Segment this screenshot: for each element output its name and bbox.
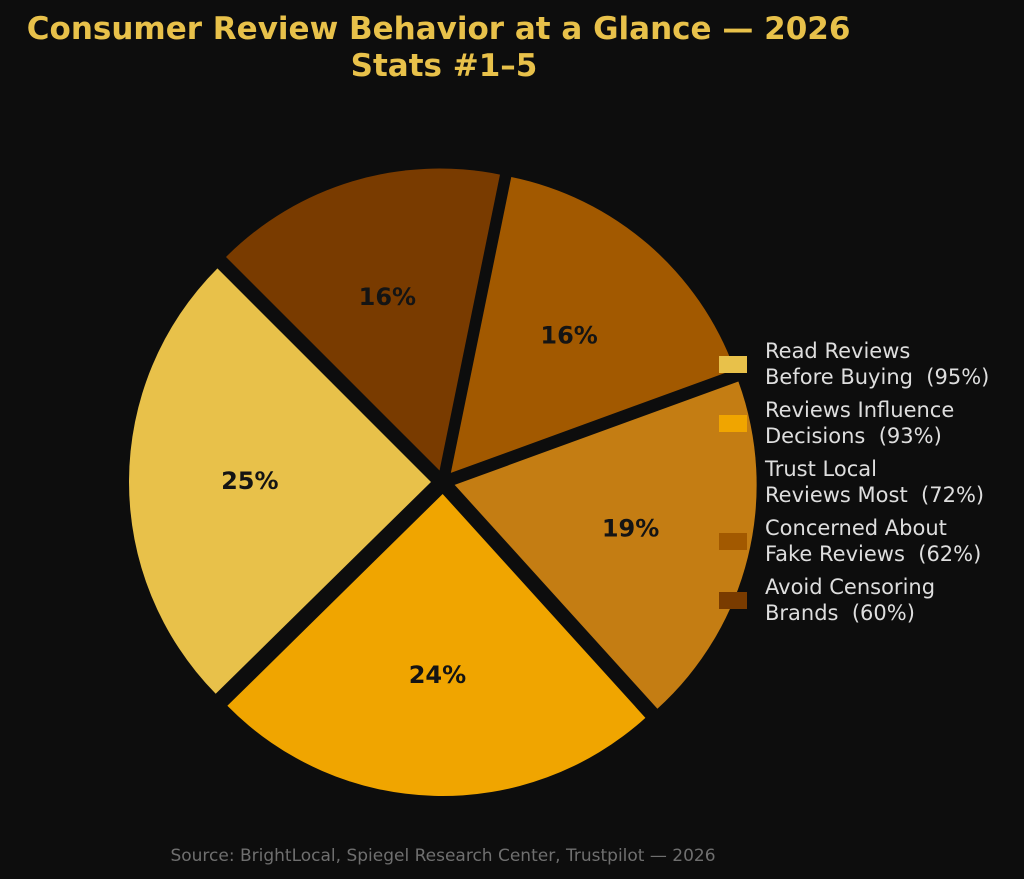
source-note: Source: BrightLocal, Spiegel Research Ce… bbox=[170, 846, 715, 866]
pie-slice-3 bbox=[454, 381, 757, 709]
legend: Read Reviews Before Buying (95%) Reviews I… bbox=[719, 339, 989, 625]
slice-percent-label-3: 19% bbox=[602, 514, 659, 542]
pie-slice-5 bbox=[225, 168, 500, 471]
pie-percent-labels: 25% 24% 19% 16% 16% bbox=[221, 283, 659, 689]
legend-swatch-5 bbox=[719, 592, 747, 609]
chart-title: Consumer Review Behavior at a Glance — 2… bbox=[27, 11, 861, 84]
legend-swatch-2 bbox=[719, 415, 747, 432]
legend-label-5-line-1: Avoid Censoring bbox=[765, 575, 935, 599]
legend-label-5: Avoid Censoring Brands (60%) bbox=[765, 575, 935, 625]
legend-label-2-line-2: Decisions (93%) bbox=[765, 424, 942, 448]
slice-percent-label-2: 24% bbox=[409, 661, 466, 689]
pie-slices bbox=[129, 168, 757, 796]
slice-percent-label-4: 16% bbox=[540, 322, 597, 350]
pie-slice-4 bbox=[450, 177, 735, 473]
legend-label-2: Reviews Influence Decisions (93%) bbox=[765, 398, 954, 448]
legend-label-4: Concerned About Fake Reviews (62%) bbox=[765, 516, 981, 566]
legend-label-1-line-1: Read Reviews bbox=[765, 339, 910, 363]
pie-slice-2 bbox=[227, 493, 646, 796]
chart-title-line-1: Consumer Review Behavior at a Glance — 2… bbox=[27, 11, 851, 47]
legend-label-3-line-1: Trust Local bbox=[764, 457, 877, 481]
legend-swatch-3 bbox=[719, 474, 747, 491]
legend-swatch-4 bbox=[719, 533, 747, 550]
slice-percent-label-5: 16% bbox=[359, 283, 416, 311]
legend-label-4-line-2: Fake Reviews (62%) bbox=[765, 542, 981, 566]
legend-label-2-line-1: Reviews Influence bbox=[765, 398, 954, 422]
pie-slice-1 bbox=[129, 268, 432, 694]
legend-label-3-line-2: Reviews Most (72%) bbox=[765, 483, 984, 507]
legend-label-5-line-2: Brands (60%) bbox=[765, 601, 915, 625]
legend-label-3: Trust Local Reviews Most (72%) bbox=[764, 457, 984, 507]
slice-percent-label-1: 25% bbox=[221, 467, 278, 495]
legend-label-1: Read Reviews Before Buying (95%) bbox=[765, 339, 989, 389]
chart-title-line-2: Stats #1–5 bbox=[351, 48, 538, 84]
legend-label-4-line-1: Concerned About bbox=[765, 516, 947, 540]
legend-swatch-1 bbox=[719, 356, 747, 373]
legend-label-1-line-2: Before Buying (95%) bbox=[765, 365, 989, 389]
